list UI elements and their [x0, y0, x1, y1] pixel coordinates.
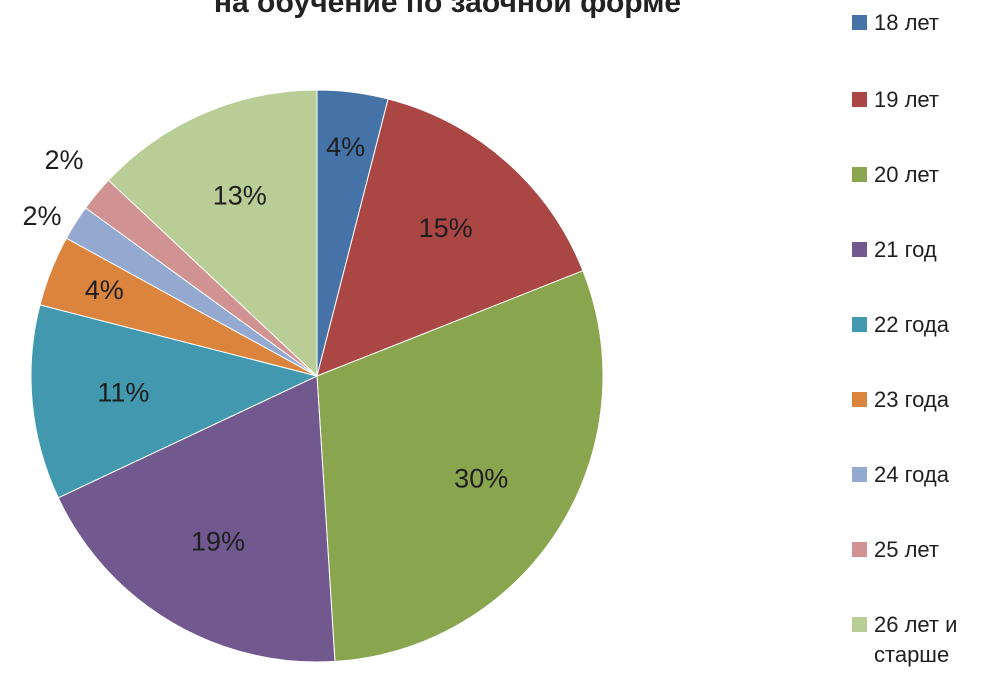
legend-swatch: [852, 392, 867, 407]
data-label-9: 13%: [213, 181, 267, 211]
legend-label: 19 лет: [874, 87, 940, 112]
legend-item-6: 23 года: [852, 385, 984, 415]
data-label-7: 2%: [22, 201, 61, 231]
legend-label: 22 года: [874, 312, 949, 337]
data-label-2: 15%: [419, 213, 473, 243]
legend-label: 25 лет: [874, 537, 940, 562]
legend-swatch: [852, 467, 867, 482]
legend-swatch: [852, 242, 867, 257]
data-label-3: 30%: [454, 463, 508, 493]
pie-slice-9: [107, 89, 318, 378]
pie-slice-2: [316, 98, 584, 377]
legend-item-5: 22 года: [852, 310, 984, 340]
pie-slice-3: [316, 270, 604, 662]
legend-item-1: 18 лет: [852, 8, 984, 38]
legend-label: 26 лет и старше: [874, 612, 958, 667]
legend-label: 20 лет: [874, 162, 940, 187]
legend-swatch: [852, 317, 867, 332]
legend-item-8: 25 лет: [852, 535, 984, 565]
legend-label: 18 лет: [874, 10, 940, 35]
legend-item-7: 24 года: [852, 460, 984, 490]
legend-swatch: [852, 167, 867, 182]
legend-swatch: [852, 92, 867, 107]
legend-swatch: [852, 617, 867, 632]
legend-item-9: 26 лет и старше: [852, 610, 984, 670]
legend-item-3: 20 лет: [852, 160, 984, 190]
legend-item-2: 19 лет: [852, 85, 984, 115]
chart-title: на обучение по заочной форме: [213, 0, 682, 19]
data-label-1: 4%: [326, 132, 365, 162]
pie-slice-5: [30, 304, 319, 499]
data-label-6: 4%: [85, 275, 124, 305]
legend-item-4: 21 год: [852, 235, 984, 265]
data-label-4: 19%: [191, 527, 245, 557]
legend-swatch: [852, 542, 867, 557]
legend-label: 21 год: [874, 237, 937, 262]
legend-label: 23 года: [874, 387, 949, 412]
pie-slice-4: [57, 375, 336, 663]
legend-swatch: [852, 15, 867, 30]
data-label-5: 11%: [97, 377, 149, 407]
legend-label: 24 года: [874, 462, 949, 487]
data-label-8: 2%: [44, 145, 83, 175]
